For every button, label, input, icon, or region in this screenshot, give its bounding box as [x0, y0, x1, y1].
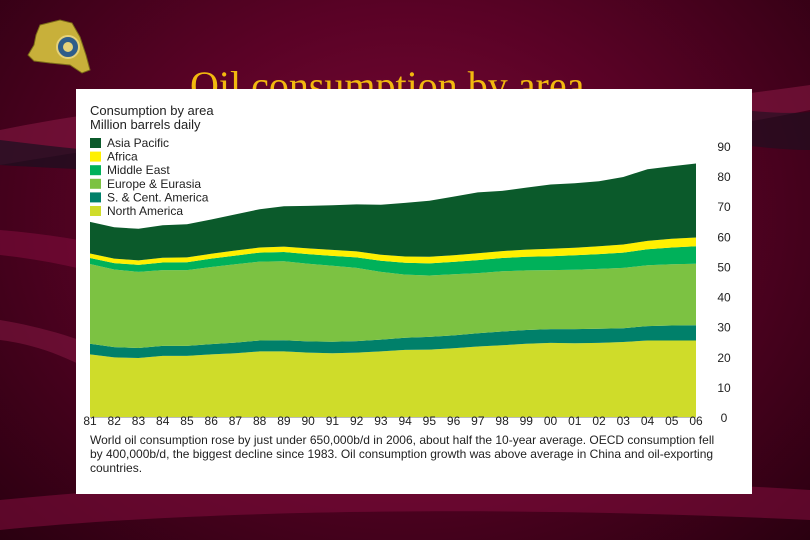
y-tick-label: 30	[717, 321, 731, 335]
x-tick-label: 04	[641, 414, 655, 428]
x-tick-label: 86	[205, 414, 219, 428]
series-area-north-america	[90, 340, 696, 417]
chart-title: Consumption by area	[90, 103, 214, 118]
x-tick-label: 99	[520, 414, 534, 428]
new-york-state-logo	[27, 19, 91, 74]
x-tick-label: 88	[253, 414, 267, 428]
x-tick-label: 92	[350, 414, 364, 428]
chart-card: Consumption by area Million barrels daily…	[76, 89, 752, 494]
series-area-s-cent-america	[90, 325, 696, 358]
series-area-africa	[90, 237, 696, 265]
legend-swatch	[90, 206, 101, 216]
legend-label: Africa	[107, 150, 138, 164]
series-area-asia-pacific	[90, 163, 696, 261]
x-tick-label: 97	[471, 414, 485, 428]
x-tick-label: 95	[423, 414, 437, 428]
x-tick-label: 96	[447, 414, 461, 428]
x-tick-label: 03	[617, 414, 631, 428]
legend-label: S. & Cent. America	[107, 190, 209, 204]
series-area-middle-east	[90, 246, 696, 276]
y-tick-label: 50	[717, 260, 731, 274]
x-tick-label: 89	[277, 414, 291, 428]
x-tick-label: 84	[156, 414, 170, 428]
x-tick-label: 85	[180, 414, 194, 428]
legend-swatch	[90, 151, 101, 162]
y-tick-label: 60	[717, 230, 731, 244]
y-tick-label: 70	[717, 200, 731, 214]
x-tick-label: 91	[326, 414, 340, 428]
y-tick-label: 90	[717, 140, 731, 154]
x-tick-label: 83	[132, 414, 146, 428]
legend-label: Asia Pacific	[107, 136, 169, 150]
x-tick-label: 06	[689, 414, 703, 428]
x-tick-label: 90	[301, 414, 315, 428]
x-tick-label: 98	[495, 414, 509, 428]
x-tick-label: 94	[398, 414, 412, 428]
x-tick-label: 01	[568, 414, 582, 428]
chart-caption: World oil consumption rose by just under…	[90, 433, 715, 475]
x-tick-label: 81	[83, 414, 97, 428]
x-tick-label: 82	[108, 414, 122, 428]
y-tick-label: 10	[717, 381, 731, 395]
legend-label: North America	[107, 204, 183, 218]
chart-subtitle: Million barrels daily	[90, 117, 201, 132]
y-tick-label: 80	[717, 170, 731, 184]
legend-swatch	[90, 165, 101, 176]
y-tick-label: 20	[717, 351, 731, 365]
legend-swatch	[90, 192, 101, 203]
x-tick-label: 02	[592, 414, 606, 428]
series-area-europe-eurasia	[90, 261, 696, 348]
x-tick-label: 87	[229, 414, 243, 428]
x-tick-label: 00	[544, 414, 558, 428]
legend-swatch	[90, 178, 101, 189]
legend-label: Europe & Eurasia	[107, 177, 201, 191]
x-tick-label: 93	[374, 414, 388, 428]
x-tick-label: 05	[665, 414, 679, 428]
y-tick-label: 0	[721, 411, 728, 425]
legend-swatch	[90, 138, 101, 148]
y-tick-label: 40	[717, 291, 731, 305]
legend-label: Middle East	[107, 163, 170, 177]
